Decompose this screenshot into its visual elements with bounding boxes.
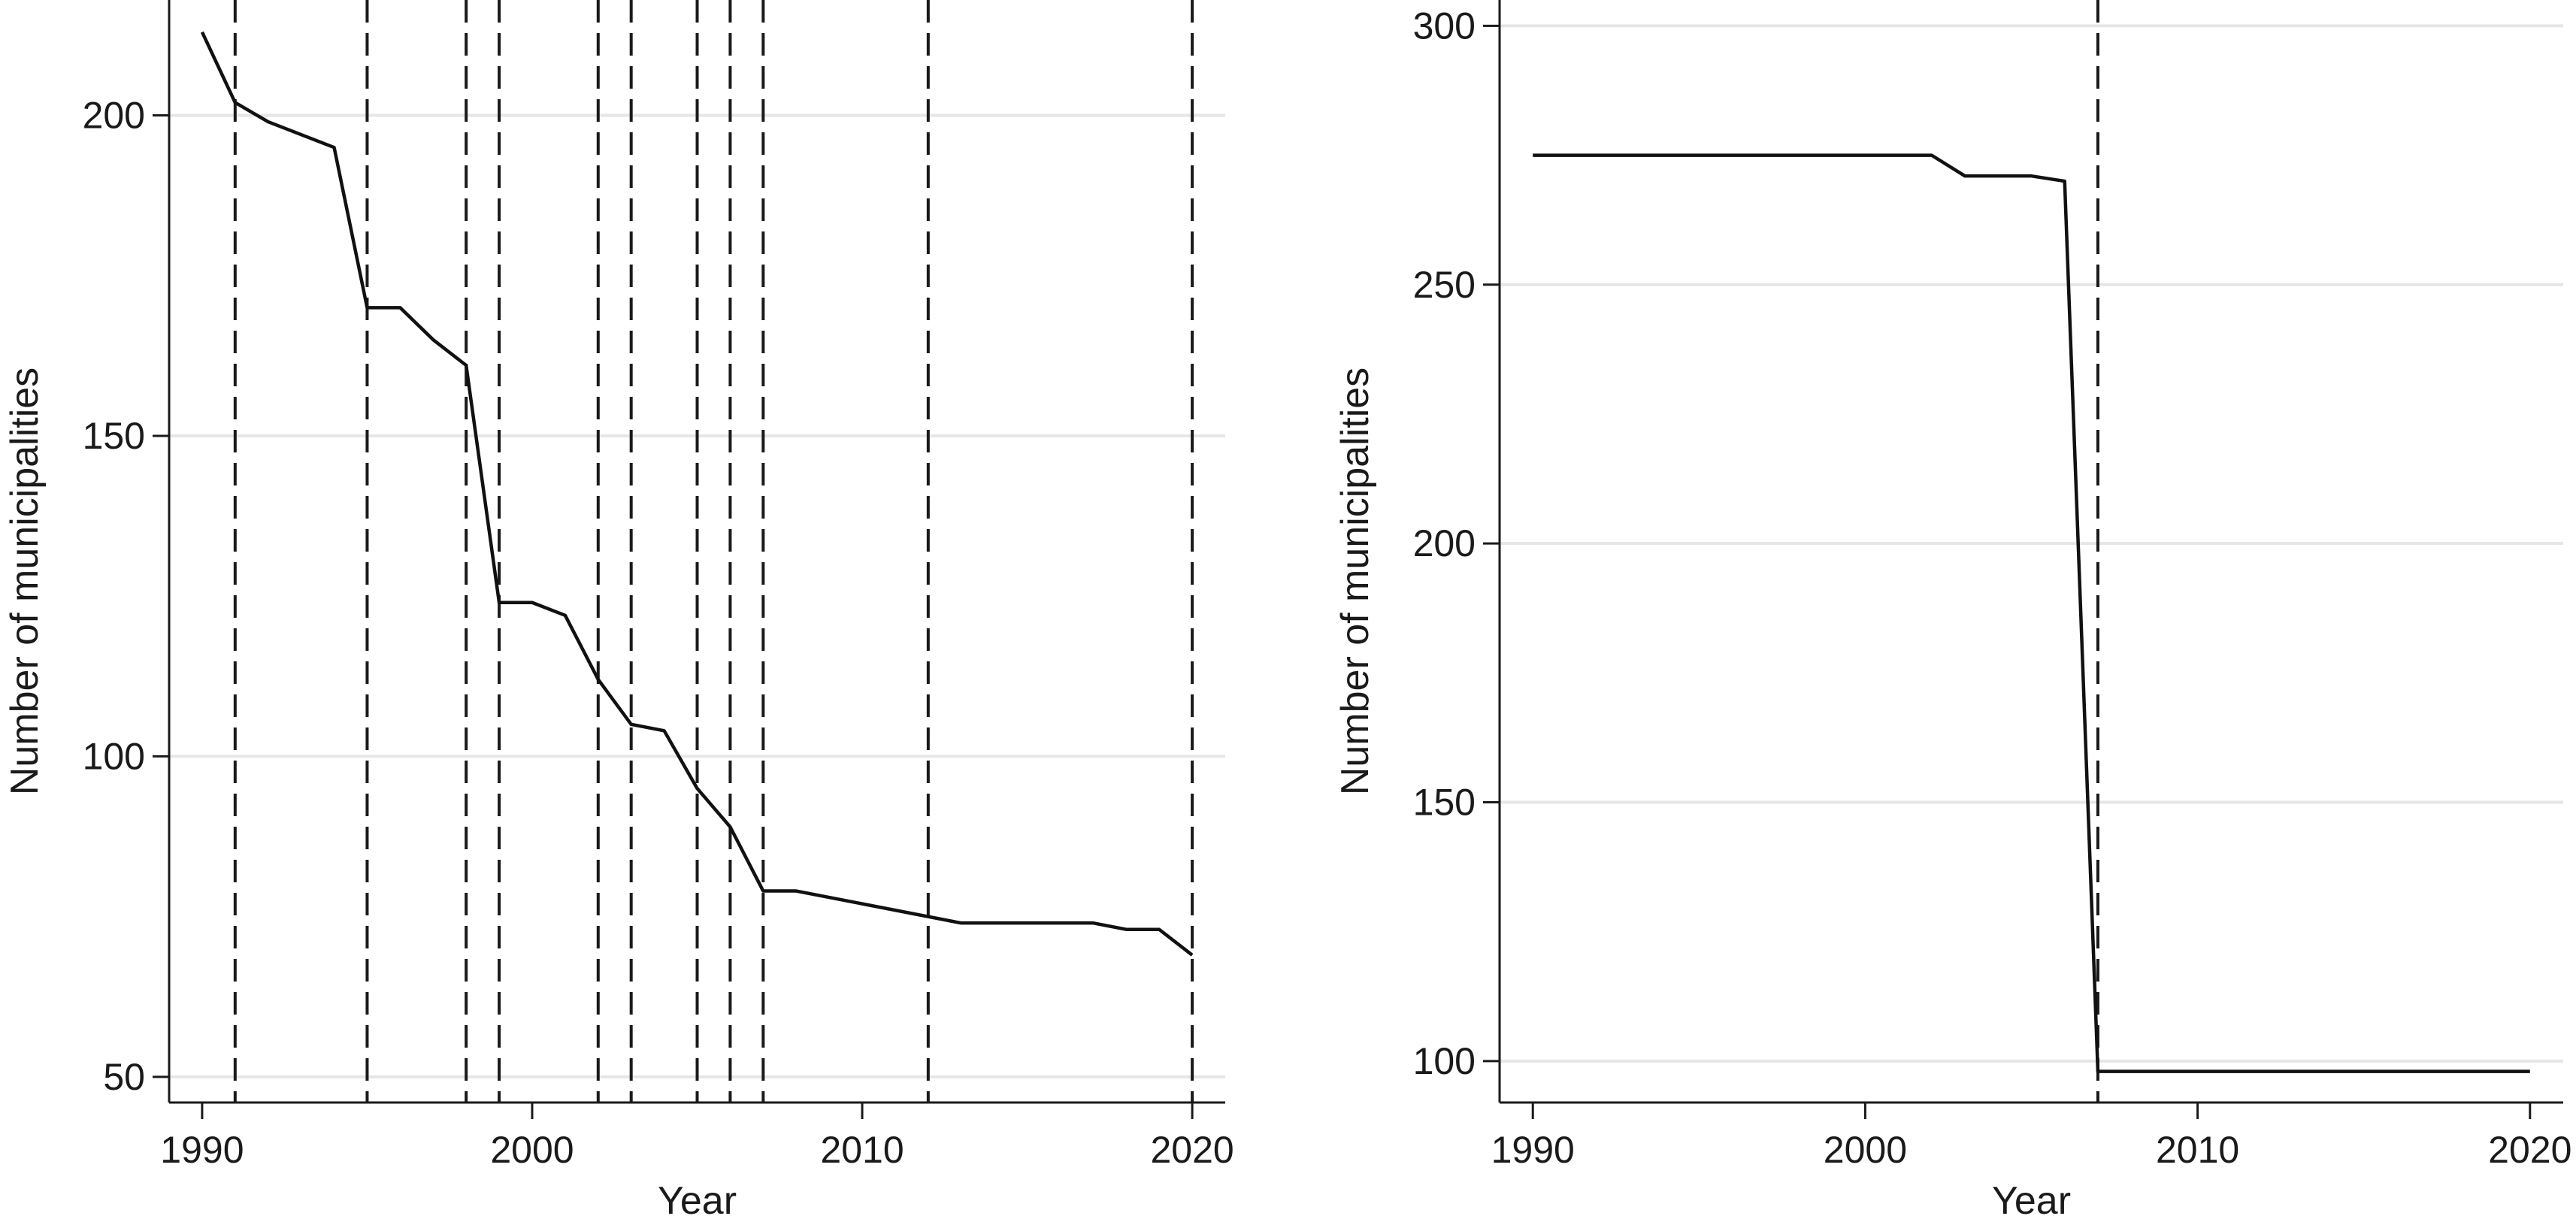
- y-tick-label: 150: [1413, 782, 1476, 824]
- series-line: [1533, 153, 2530, 1073]
- series-line: [200, 31, 1194, 957]
- right-panel: 100 150 200 250 300 1990 2000 2010 2020 Year Numbe…: [1333, 0, 2571, 1219]
- y-tick-label: 150: [83, 415, 145, 457]
- y-tick-label: 200: [83, 95, 145, 137]
- x-tick-label: 2000: [490, 1129, 574, 1171]
- x-tick-label: 2020: [2488, 1129, 2571, 1171]
- x-tick-label: 1990: [160, 1129, 244, 1171]
- y-tick-label: 100: [83, 735, 145, 777]
- y-tick-label: 200: [1413, 522, 1476, 564]
- y-axis-title: Number of municipalities: [1333, 368, 1377, 795]
- x-tick-label: 1990: [1491, 1129, 1575, 1171]
- x-axis-title: Year: [658, 1179, 737, 1219]
- x-tick-label: 2010: [2156, 1129, 2239, 1171]
- y-tick-label: 100: [1413, 1040, 1476, 1082]
- x-axis-title: Year: [1992, 1179, 2071, 1219]
- y-axis-title: Number of municipalities: [3, 368, 47, 795]
- y-tick-label: 50: [103, 1056, 145, 1098]
- x-tick-label: 2000: [1824, 1129, 1907, 1171]
- y-tick-label: 250: [1413, 264, 1476, 306]
- y-tick-label: 300: [1413, 5, 1476, 47]
- x-tick-label: 2020: [1150, 1129, 1234, 1171]
- x-tick-label: 2010: [820, 1129, 904, 1171]
- left-panel: 50 100 150 200 1990 2000 2010 2020 Year Number of…: [3, 0, 1234, 1219]
